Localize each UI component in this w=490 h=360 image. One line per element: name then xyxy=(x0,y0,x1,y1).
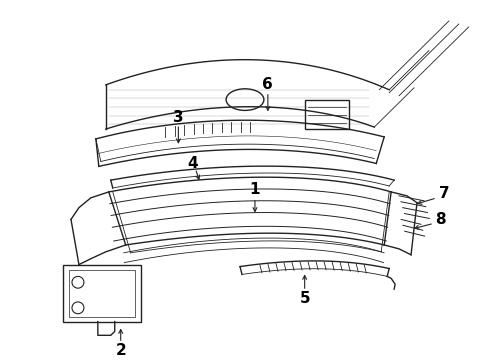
Text: 1: 1 xyxy=(250,183,260,198)
Bar xyxy=(63,265,141,321)
Text: 7: 7 xyxy=(439,186,449,201)
Text: 3: 3 xyxy=(173,110,184,125)
Text: 5: 5 xyxy=(299,292,310,306)
Ellipse shape xyxy=(226,89,264,111)
Text: 4: 4 xyxy=(187,156,197,171)
Text: 2: 2 xyxy=(115,343,126,357)
Text: 6: 6 xyxy=(263,77,273,93)
Text: 8: 8 xyxy=(436,212,446,227)
Bar xyxy=(305,100,349,129)
Bar xyxy=(69,270,135,317)
